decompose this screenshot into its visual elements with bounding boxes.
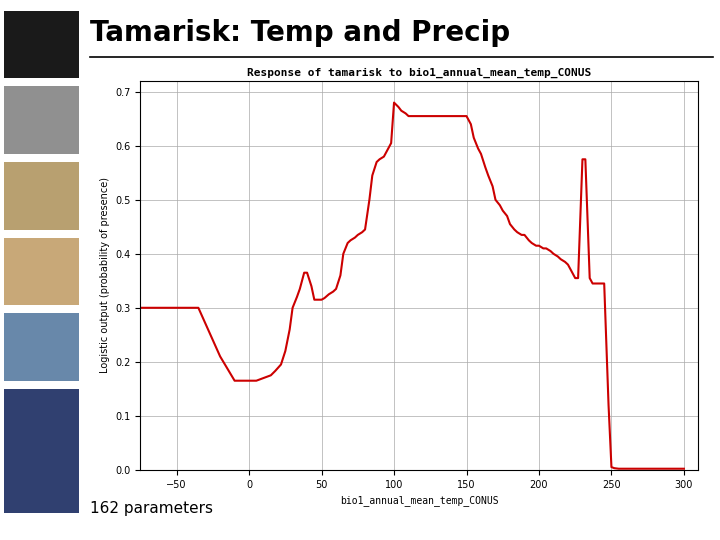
Y-axis label: Logistic output (probability of presence): Logistic output (probability of presence… <box>100 178 109 373</box>
X-axis label: bio1_annual_mean_temp_CONUS: bio1_annual_mean_temp_CONUS <box>340 495 499 506</box>
Text: Tamarisk: Temp and Precip: Tamarisk: Temp and Precip <box>90 19 510 47</box>
Title: Response of tamarisk to bio1_annual_mean_temp_CONUS: Response of tamarisk to bio1_annual_mean… <box>247 68 592 78</box>
Text: 162 parameters: 162 parameters <box>90 501 213 516</box>
